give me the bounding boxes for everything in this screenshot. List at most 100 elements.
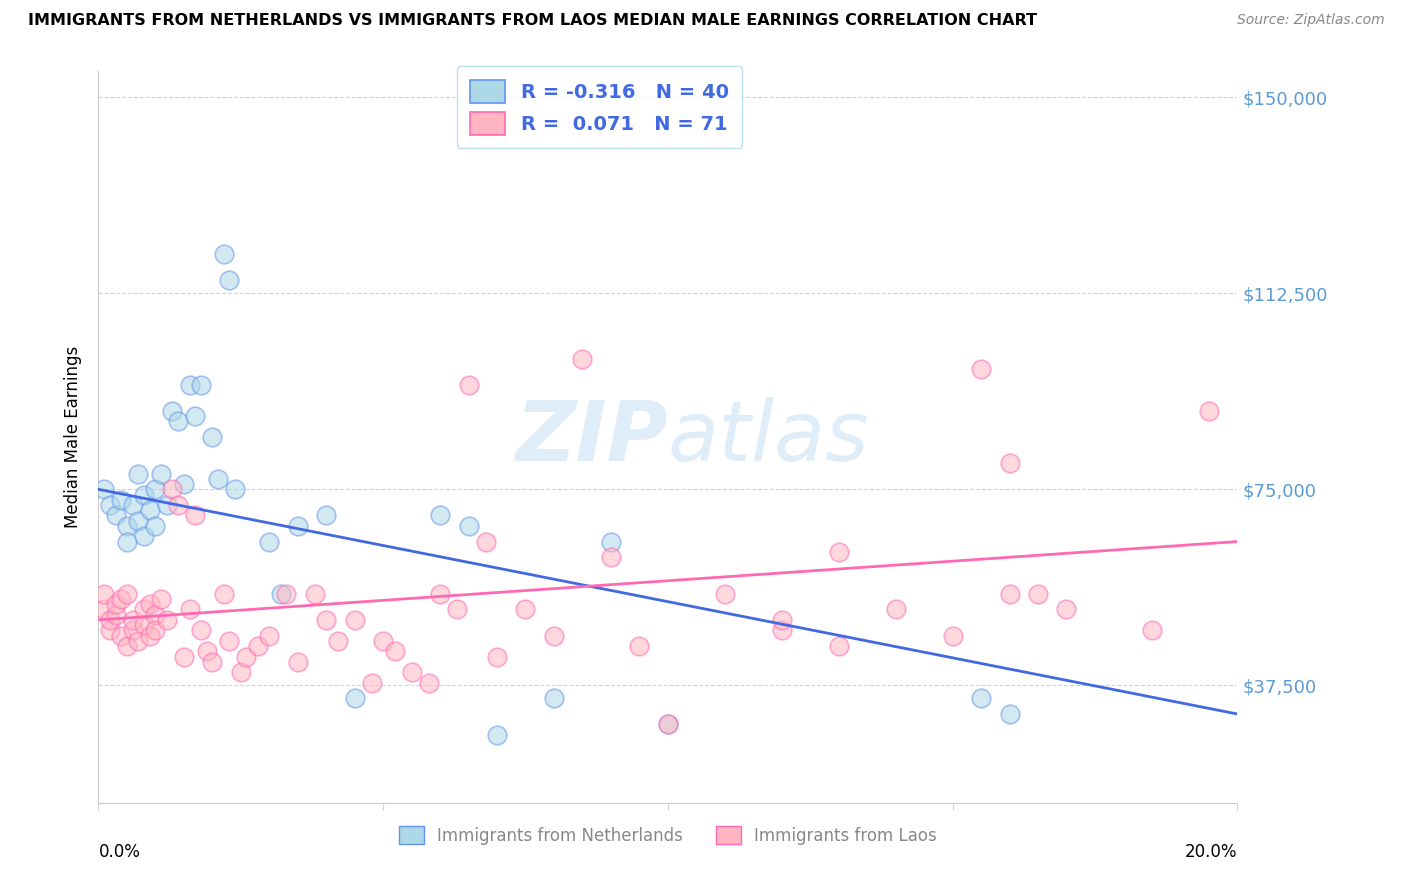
Text: ZIP: ZIP <box>515 397 668 477</box>
Point <box>132 602 155 616</box>
Point <box>571 351 593 366</box>
Point <box>98 498 121 512</box>
Point <box>515 602 537 616</box>
Point <box>657 717 679 731</box>
Point <box>195 644 218 658</box>
Point <box>167 414 190 428</box>
Point <box>201 655 224 669</box>
Point <box>121 624 143 638</box>
Point <box>150 467 173 481</box>
Point <box>486 728 509 742</box>
Point <box>179 377 201 392</box>
Point <box>115 639 138 653</box>
Point <box>93 602 115 616</box>
Point <box>543 691 565 706</box>
Point <box>970 691 993 706</box>
Point <box>600 534 623 549</box>
Point <box>384 644 406 658</box>
Point <box>127 514 149 528</box>
Point <box>145 607 167 622</box>
Point <box>179 602 201 616</box>
Point <box>401 665 423 680</box>
Point <box>110 629 132 643</box>
Point <box>127 633 149 648</box>
Point <box>184 409 207 424</box>
Point <box>201 430 224 444</box>
Point <box>486 649 509 664</box>
Point <box>770 624 793 638</box>
Point <box>162 404 184 418</box>
Point <box>212 587 235 601</box>
Point <box>714 587 737 601</box>
Point <box>446 602 468 616</box>
Point <box>132 618 155 632</box>
Point <box>998 456 1021 470</box>
Point <box>287 655 309 669</box>
Point <box>543 629 565 643</box>
Point <box>110 492 132 507</box>
Point <box>224 483 246 497</box>
Point <box>121 498 143 512</box>
Point <box>138 503 160 517</box>
Point <box>270 587 292 601</box>
Point <box>235 649 257 664</box>
Point <box>998 587 1021 601</box>
Point <box>373 633 395 648</box>
Text: Source: ZipAtlas.com: Source: ZipAtlas.com <box>1237 13 1385 28</box>
Point <box>770 613 793 627</box>
Point <box>1056 602 1078 616</box>
Point <box>1140 624 1163 638</box>
Point <box>315 613 337 627</box>
Point <box>600 550 623 565</box>
Point <box>121 613 143 627</box>
Point <box>287 519 309 533</box>
Point <box>998 706 1021 721</box>
Point <box>259 534 281 549</box>
Point <box>218 273 240 287</box>
Point <box>145 519 167 533</box>
Point <box>343 613 366 627</box>
Point <box>190 624 212 638</box>
Point <box>628 639 651 653</box>
Point <box>474 534 496 549</box>
Point <box>115 519 138 533</box>
Point <box>304 587 326 601</box>
Point <box>190 377 212 392</box>
Point <box>115 534 138 549</box>
Point <box>162 483 184 497</box>
Point <box>132 529 155 543</box>
Point <box>657 717 679 731</box>
Point <box>156 498 179 512</box>
Point <box>259 629 281 643</box>
Point <box>343 691 366 706</box>
Point <box>110 592 132 607</box>
Text: 20.0%: 20.0% <box>1185 843 1237 861</box>
Point <box>104 597 127 611</box>
Point <box>167 498 190 512</box>
Text: 0.0%: 0.0% <box>98 843 141 861</box>
Point <box>326 633 349 648</box>
Point <box>457 377 479 392</box>
Text: IMMIGRANTS FROM NETHERLANDS VS IMMIGRANTS FROM LAOS MEDIAN MALE EARNINGS CORRELA: IMMIGRANTS FROM NETHERLANDS VS IMMIGRANT… <box>28 13 1038 29</box>
Point <box>184 508 207 523</box>
Point <box>418 675 440 690</box>
Point <box>127 467 149 481</box>
Point <box>315 508 337 523</box>
Point <box>115 587 138 601</box>
Point <box>246 639 269 653</box>
Point <box>104 607 127 622</box>
Point <box>132 487 155 501</box>
Point <box>276 587 298 601</box>
Point <box>884 602 907 616</box>
Point <box>173 649 195 664</box>
Point <box>218 633 240 648</box>
Point <box>145 483 167 497</box>
Text: atlas: atlas <box>668 397 869 477</box>
Point <box>1026 587 1049 601</box>
Y-axis label: Median Male Earnings: Median Male Earnings <box>65 346 83 528</box>
Point <box>212 247 235 261</box>
Point <box>156 613 179 627</box>
Point <box>429 508 451 523</box>
Point <box>104 508 127 523</box>
Point <box>457 519 479 533</box>
